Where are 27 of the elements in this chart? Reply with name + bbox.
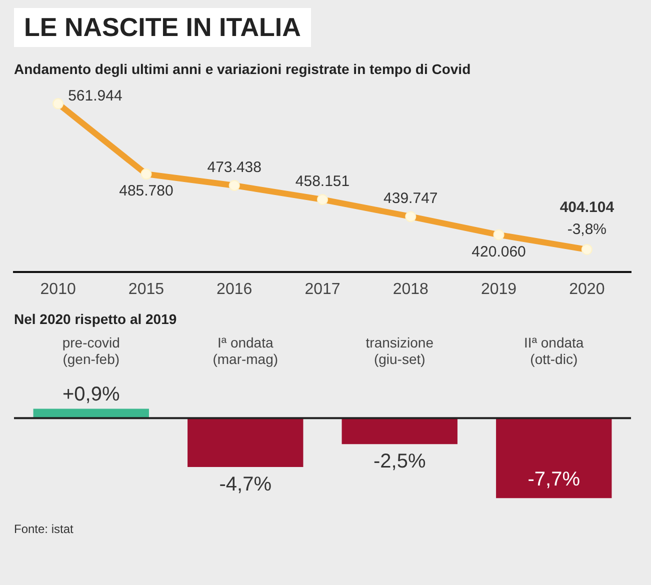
chart-title: Nel 2020 rispetto al 2019 (14, 311, 178, 327)
data-label: 439.747 (384, 190, 438, 208)
data-label: 561.944 (68, 87, 122, 104)
data-label: -7,7% (528, 468, 580, 491)
data-label: -4,7% (219, 473, 272, 496)
x-tick-label: transizione (giu-set) (366, 334, 434, 368)
x-tick-label: 2016 (216, 280, 252, 298)
data-label: +0,9% (62, 383, 120, 406)
x-tick-label: IIª ondata (ott-dic) (524, 334, 584, 368)
chart-subtitle: Andamento degli ultimi anni e variazioni registrate in tempo di Covid (14, 61, 472, 77)
data-label: 404.104 (560, 199, 615, 216)
x-tick-label: 2015 (128, 280, 164, 298)
data-label: 473.438 (207, 159, 262, 176)
data-label: 458.151 (295, 173, 350, 190)
chart-title: LE NASCITE IN ITALIA (14, 8, 311, 47)
x-tick-label: pre-covid (gen-feb) (62, 334, 120, 368)
x-tick-label: Iª ondata (mar-mag) (212, 334, 278, 368)
data-label: 420.060 (472, 243, 526, 260)
x-tick-label: 2020 (569, 280, 605, 298)
x-tick-label: 2018 (392, 280, 429, 298)
x-tick-label: 2010 (40, 280, 76, 298)
x-tick-label: 2017 (304, 280, 340, 298)
x-tick-label: 2019 (480, 280, 517, 298)
annotation: -3,8% (567, 221, 607, 238)
source-note: Fonte: istat (14, 522, 74, 536)
data-label: 485.780 (119, 182, 174, 200)
data-label: -2,5% (374, 450, 426, 473)
